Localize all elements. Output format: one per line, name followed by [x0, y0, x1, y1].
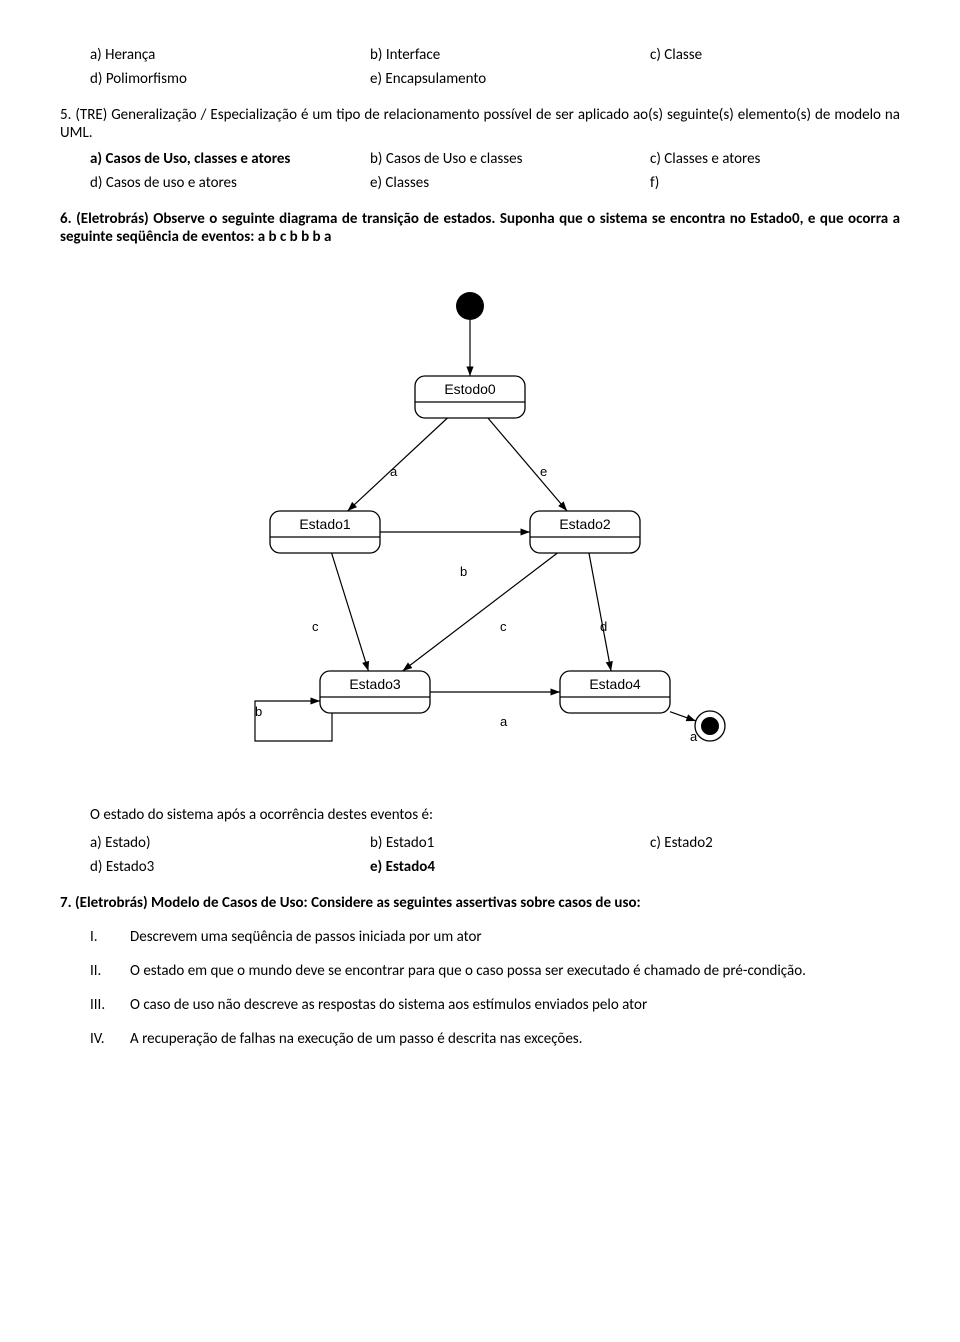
opt-d: d) Polimorfismo [60, 70, 340, 88]
q7-text-II: O estado em que o mundo deve se encontra… [130, 962, 900, 980]
q6-row1: a) Estado) b) Estado1 c) Estado2 [60, 834, 900, 852]
question-5: 5. (TRE) Generalização / Especialização … [60, 106, 900, 142]
q7-text-IV: A recuperação de falhas na execução de u… [130, 1030, 900, 1048]
question-6: 6. (Eletrobrás) Observe o seguinte diagr… [60, 210, 900, 246]
svg-text:b: b [460, 564, 467, 579]
svg-text:c: c [500, 619, 507, 634]
q6-opt-b: b) Estado1 [340, 834, 620, 852]
q7-item-III: III. O caso de uso não descreve as respo… [60, 996, 900, 1014]
opt-blank [620, 70, 900, 88]
svg-text:Estado3: Estado3 [349, 676, 401, 692]
opt-a: a) Herança [60, 46, 340, 64]
svg-text:c: c [312, 619, 319, 634]
roman-III: III. [90, 996, 130, 1014]
q6-opt-e: e) Estado4 [340, 858, 620, 876]
q6-opt-d: d) Estado3 [60, 858, 340, 876]
svg-text:a: a [500, 714, 508, 729]
roman-I: I. [90, 928, 130, 946]
q7-item-IV: IV. A recuperação de falhas na execução … [60, 1030, 900, 1048]
opt-b: b) Interface [340, 46, 620, 64]
svg-text:d: d [600, 619, 607, 634]
q6-opt-c: c) Estado2 [620, 834, 900, 852]
q7-item-I: I. Descrevem uma seqüência de passos ini… [60, 928, 900, 946]
svg-text:Estodo0: Estodo0 [444, 381, 496, 397]
svg-text:b: b [255, 704, 262, 719]
opt-c: c) Classe [620, 46, 900, 64]
q5-row1: a) Casos de Uso, classes e atores b) Cas… [60, 150, 900, 168]
state-diagram: aebccdaabEstodo0Estado1Estado2Estado3Est… [60, 276, 900, 766]
q5-opt-c: c) Classes e atores [620, 150, 900, 168]
pre-options-row2: d) Polimorfismo e) Encapsulamento [60, 70, 900, 88]
svg-text:Estado4: Estado4 [589, 676, 641, 692]
roman-IV: IV. [90, 1030, 130, 1048]
q5-row2: d) Casos de uso e atores e) Classes f) [60, 174, 900, 192]
q5-opt-a: a) Casos de Uso, classes e atores [60, 150, 340, 168]
q6-opt-blank [620, 858, 900, 876]
q6-opt-a: a) Estado) [60, 834, 340, 852]
svg-text:Estado1: Estado1 [299, 516, 351, 532]
svg-text:a: a [390, 464, 398, 479]
q7-item-II: II. O estado em que o mundo deve se enco… [60, 962, 900, 980]
q5-opt-e: e) Classes [340, 174, 620, 192]
svg-text:Estado2: Estado2 [559, 516, 611, 532]
question-7: 7. (Eletrobrás) Modelo de Casos de Uso: … [60, 894, 900, 912]
q5-opt-d: d) Casos de uso e atores [60, 174, 340, 192]
roman-II: II. [90, 962, 130, 980]
q5-opt-f: f) [620, 174, 900, 192]
q7-text-III: O caso de uso não descreve as respostas … [130, 996, 900, 1014]
q6-row2: d) Estado3 e) Estado4 [60, 858, 900, 876]
q6-after-text: O estado do sistema após a ocorrência de… [60, 806, 900, 824]
q5-opt-b: b) Casos de Uso e classes [340, 150, 620, 168]
q7-list: I. Descrevem uma seqüência de passos ini… [60, 928, 900, 1048]
svg-text:e: e [540, 464, 547, 479]
pre-options-row1: a) Herança b) Interface c) Classe [60, 46, 900, 64]
opt-e: e) Encapsulamento [340, 70, 620, 88]
q7-text-I: Descrevem uma seqüência de passos inicia… [130, 928, 900, 946]
